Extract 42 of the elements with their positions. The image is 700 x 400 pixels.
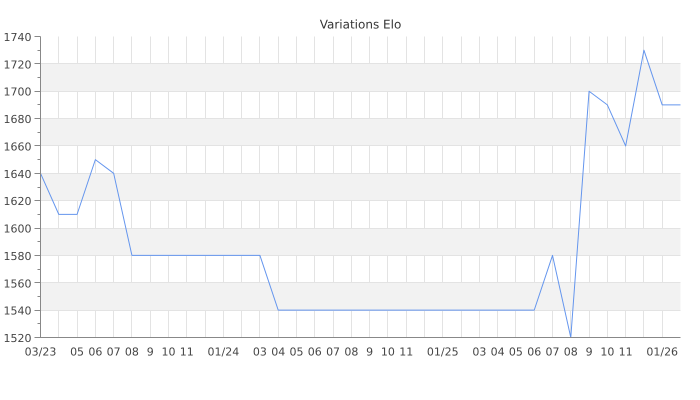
x-tick-label: 05 — [290, 346, 304, 358]
y-tick-label: 1560 — [4, 277, 32, 290]
x-tick-label: 05 — [508, 346, 523, 358]
y-tick-label: 1700 — [4, 86, 32, 99]
x-tick-label: 03 — [252, 346, 267, 358]
x-tick-label: 10 — [380, 346, 395, 358]
x-tick-label: 11 — [399, 346, 414, 358]
y-tick-label: 1620 — [4, 195, 32, 208]
y-tick-label: 1600 — [4, 222, 32, 236]
x-tick-label: 11 — [618, 346, 633, 358]
y-tick-label: 1640 — [4, 168, 32, 181]
x-tick-label: 10 — [600, 346, 614, 358]
x-tick-label: 03/23 — [24, 346, 56, 358]
x-tick-label: 9 — [366, 346, 374, 358]
x-tick-label: 08 — [344, 346, 358, 358]
x-tick-label: 11 — [180, 346, 194, 358]
x-tick-label: 01/25 — [426, 346, 459, 358]
chart-title: Variations Elo — [320, 18, 402, 32]
x-tick-label: 07 — [546, 346, 560, 358]
x-tick-label: 06 — [88, 346, 102, 358]
y-tick-label: 1740 — [4, 31, 32, 44]
x-tick-label: 06 — [527, 346, 542, 358]
y-tick-label: 1520 — [4, 332, 32, 345]
x-tick-label: 08 — [124, 346, 139, 358]
x-tick-label: 07 — [106, 346, 121, 358]
x-tick-label: 01/26 — [646, 346, 678, 358]
x-tick-label: 07 — [326, 346, 340, 358]
x-tick-label: 04 — [271, 346, 286, 358]
x-tick-label: 9 — [146, 346, 154, 358]
y-tick-label: 1680 — [4, 113, 32, 126]
x-tick-label: 06 — [308, 346, 322, 358]
y-tick-label: 1720 — [4, 58, 32, 72]
x-tick-label: 03 — [472, 346, 486, 358]
y-tick-label: 1660 — [4, 140, 32, 154]
x-tick-label: 08 — [564, 346, 578, 358]
x-tick-label: 04 — [490, 346, 505, 358]
y-tick-label: 1540 — [4, 304, 32, 318]
x-tick-label: 01/24 — [208, 346, 240, 358]
x-tick-label: 05 — [70, 346, 84, 358]
y-tick-label: 1580 — [4, 250, 32, 263]
x-tick-label: 10 — [162, 346, 176, 358]
x-tick-label: 9 — [586, 346, 593, 358]
